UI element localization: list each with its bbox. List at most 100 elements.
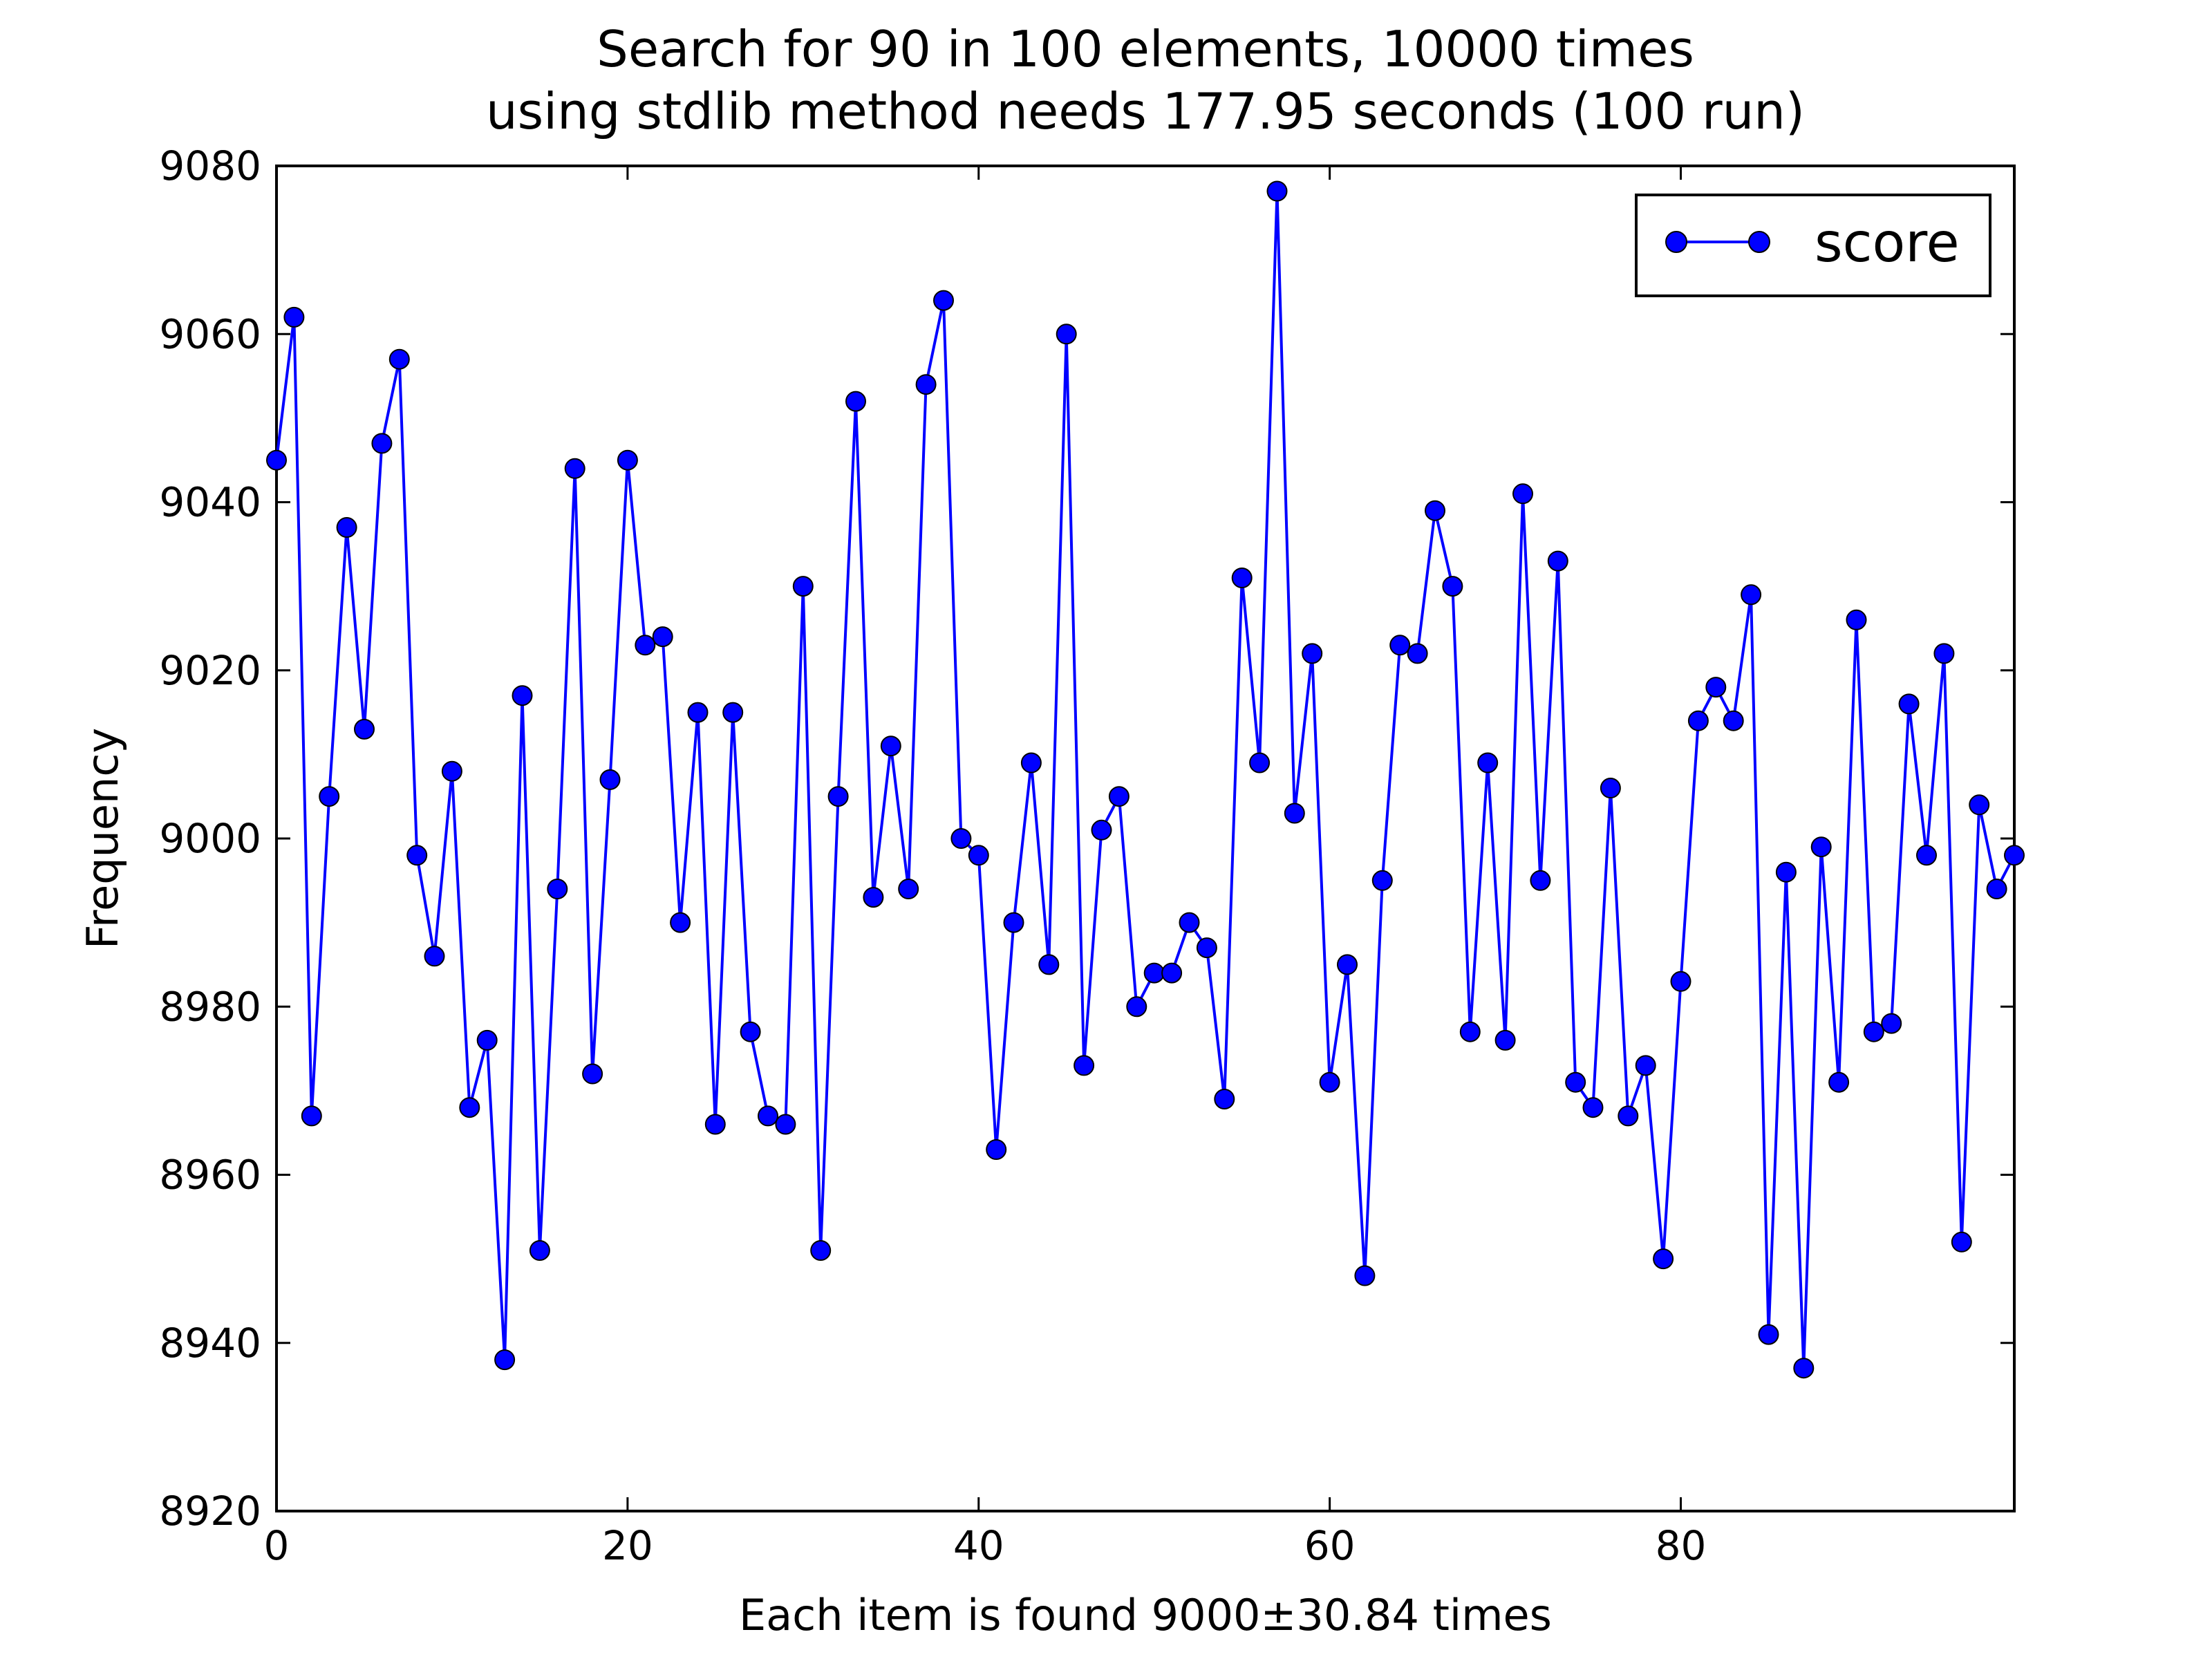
score-data-point bbox=[986, 1139, 1007, 1160]
score-data-point bbox=[670, 912, 691, 933]
score-data-point bbox=[1670, 971, 1691, 992]
score-data-point bbox=[1074, 1055, 1095, 1076]
score-data-point bbox=[1846, 609, 1867, 630]
score-data-point bbox=[1249, 752, 1271, 774]
score-data-point bbox=[1863, 1021, 1884, 1042]
score-data-point bbox=[1425, 500, 1445, 521]
score-data-point bbox=[1547, 550, 1568, 572]
ticks-layer bbox=[275, 165, 2014, 1512]
legend: score bbox=[1635, 194, 1991, 297]
legend-marker-right bbox=[1748, 231, 1770, 253]
plot-area bbox=[266, 165, 2025, 1512]
score-data-point bbox=[722, 702, 744, 723]
legend-marker-left bbox=[1665, 231, 1687, 253]
score-data-point bbox=[1038, 954, 1060, 975]
score-data-point bbox=[687, 702, 709, 723]
score-data-point bbox=[933, 290, 954, 311]
score-data-point bbox=[740, 1021, 761, 1042]
score-data-point bbox=[2004, 845, 2025, 866]
score-data-point bbox=[1389, 635, 1411, 656]
score-data-point bbox=[599, 769, 621, 790]
x-tick-label: 20 bbox=[602, 1522, 653, 1569]
score-data-point bbox=[1986, 879, 2007, 899]
score-data-point bbox=[880, 735, 901, 757]
score-data-point bbox=[1705, 677, 1727, 698]
y-axis-label: Frequency bbox=[77, 728, 128, 949]
x-axis-label: Each item is found 9000±30.84 times bbox=[739, 1590, 1552, 1640]
score-data-point bbox=[441, 760, 462, 782]
score-data-point bbox=[494, 1349, 516, 1371]
score-data-point bbox=[1371, 870, 1393, 891]
y-tick-label: 8980 bbox=[159, 983, 261, 1030]
y-tick-label: 9060 bbox=[159, 310, 261, 357]
score-series-line bbox=[275, 189, 2016, 1370]
score-data-point bbox=[1810, 836, 1832, 858]
score-data-point bbox=[1618, 1105, 1639, 1127]
score-data-point bbox=[915, 374, 937, 395]
score-data-point bbox=[1126, 996, 1147, 1018]
y-tick-label: 9000 bbox=[159, 815, 261, 862]
score-data-point bbox=[1723, 710, 1744, 731]
score-data-point bbox=[1459, 1021, 1481, 1042]
score-data-point bbox=[775, 1114, 796, 1135]
score-data-point bbox=[1512, 483, 1533, 505]
score-data-point bbox=[1565, 1071, 1586, 1093]
x-tick-label: 80 bbox=[1656, 1522, 1707, 1569]
score-data-point bbox=[758, 1105, 778, 1127]
score-data-point bbox=[354, 718, 375, 740]
score-data-point bbox=[1881, 1013, 1902, 1034]
score-data-point bbox=[1354, 1265, 1376, 1286]
score-data-point bbox=[371, 433, 393, 454]
score-data-point bbox=[792, 576, 814, 597]
score-data-point bbox=[635, 635, 656, 656]
score-data-point bbox=[827, 786, 849, 807]
chart-title-line-1: Search for 90 in 100 elements, 10000 tim… bbox=[597, 20, 1694, 78]
score-data-point bbox=[406, 845, 428, 866]
score-data-point bbox=[1828, 1071, 1850, 1093]
score-data-point bbox=[1951, 1231, 1972, 1253]
score-data-point bbox=[1933, 643, 1955, 664]
score-data-point bbox=[1758, 1324, 1779, 1345]
score-data-point bbox=[1916, 845, 1937, 866]
score-data-point bbox=[617, 449, 638, 471]
score-data-point bbox=[301, 1105, 322, 1127]
score-data-point bbox=[283, 306, 305, 328]
score-data-point bbox=[1056, 324, 1077, 345]
series-layer bbox=[266, 180, 2025, 1379]
score-data-point bbox=[459, 1097, 480, 1118]
score-data-point bbox=[810, 1240, 832, 1261]
score-data-point bbox=[1793, 1358, 1815, 1379]
y-tick-label: 8920 bbox=[159, 1488, 261, 1535]
legend-box bbox=[1635, 194, 1991, 297]
score-data-point bbox=[1196, 937, 1217, 959]
y-tick-label: 8960 bbox=[159, 1152, 261, 1199]
score-data-point bbox=[1407, 643, 1428, 664]
score-data-point bbox=[1091, 819, 1112, 841]
score-data-point bbox=[266, 449, 287, 471]
score-data-point bbox=[1266, 180, 1288, 202]
score-data-point bbox=[1635, 1055, 1656, 1076]
score-data-point bbox=[1898, 693, 1920, 715]
score-data-point bbox=[1161, 962, 1183, 984]
score-data-point bbox=[1108, 786, 1130, 807]
score-data-point bbox=[1969, 794, 1990, 816]
score-data-point bbox=[424, 946, 445, 967]
x-tick-label: 40 bbox=[953, 1522, 1004, 1569]
score-data-point bbox=[1600, 778, 1621, 798]
score-data-point bbox=[1179, 912, 1200, 933]
score-data-point bbox=[1003, 912, 1024, 933]
score-data-point bbox=[1494, 1029, 1516, 1051]
tick-labels: 8920 8940 8960 8980 9000 9020 9040 9060 9080 0 20 4… bbox=[159, 142, 1706, 1569]
score-data-point bbox=[564, 458, 585, 479]
score-data-point bbox=[1775, 861, 1797, 883]
score-data-point bbox=[898, 879, 919, 899]
score-data-point bbox=[388, 348, 410, 370]
legend-label-score: score bbox=[1815, 212, 1960, 274]
score-data-point bbox=[1741, 584, 1762, 606]
score-data-point bbox=[1143, 962, 1165, 984]
score-data-point bbox=[529, 1240, 550, 1261]
score-data-point bbox=[1284, 803, 1305, 824]
score-data-point bbox=[863, 887, 884, 908]
score-data-point bbox=[1214, 1089, 1235, 1109]
